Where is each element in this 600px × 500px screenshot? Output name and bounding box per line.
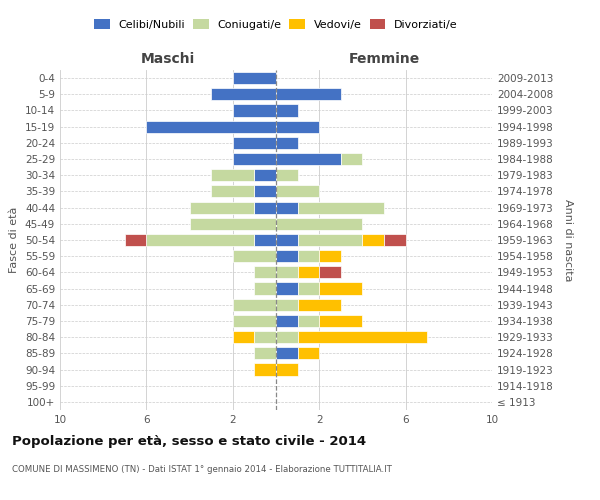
Bar (233, 104, 276, 117)
Bar (319, 315, 362, 327)
Bar (276, 104, 298, 117)
Bar (190, 218, 276, 230)
Bar (298, 266, 319, 278)
Bar (211, 169, 254, 181)
Bar (298, 315, 319, 327)
Bar (276, 186, 319, 198)
Bar (298, 348, 319, 360)
Bar (233, 298, 276, 311)
Bar (276, 298, 298, 311)
Bar (276, 88, 341, 101)
Bar (125, 234, 146, 246)
Bar (298, 202, 384, 213)
Y-axis label: Fasce di età: Fasce di età (10, 207, 19, 273)
Bar (298, 250, 319, 262)
Bar (276, 266, 298, 278)
Bar (146, 234, 254, 246)
Bar (298, 282, 319, 294)
Bar (233, 315, 276, 327)
Bar (211, 186, 254, 198)
Bar (362, 234, 384, 246)
Bar (341, 153, 362, 165)
Bar (276, 218, 362, 230)
Bar (276, 315, 298, 327)
Bar (298, 234, 362, 246)
Bar (190, 202, 254, 213)
Bar (276, 169, 298, 181)
Bar (233, 331, 254, 343)
Y-axis label: Anni di nascita: Anni di nascita (563, 198, 573, 281)
Bar (233, 137, 276, 149)
Bar (319, 266, 341, 278)
Bar (254, 331, 276, 343)
Bar (298, 298, 341, 311)
Text: Femmine: Femmine (349, 52, 419, 66)
Bar (233, 250, 276, 262)
Bar (254, 364, 276, 376)
Bar (276, 348, 298, 360)
Bar (146, 120, 276, 132)
Bar (276, 250, 298, 262)
Bar (276, 153, 341, 165)
Bar (211, 88, 276, 101)
Bar (276, 364, 298, 376)
Bar (276, 234, 298, 246)
Bar (276, 202, 298, 213)
Text: Popolazione per età, sesso e stato civile - 2014: Popolazione per età, sesso e stato civil… (12, 435, 366, 448)
Bar (254, 348, 276, 360)
Text: COMUNE DI MASSIMENO (TN) - Dati ISTAT 1° gennaio 2014 - Elaborazione TUTTITALIA.: COMUNE DI MASSIMENO (TN) - Dati ISTAT 1°… (12, 465, 392, 474)
Bar (254, 202, 276, 213)
Bar (276, 137, 298, 149)
Bar (276, 120, 319, 132)
Bar (254, 234, 276, 246)
Bar (298, 331, 427, 343)
Bar (233, 72, 276, 84)
Bar (254, 186, 276, 198)
Bar (384, 234, 406, 246)
Bar (319, 282, 362, 294)
Bar (254, 169, 276, 181)
Bar (254, 266, 276, 278)
Legend: Celibi/Nubili, Coniugati/e, Vedovi/e, Divorziati/e: Celibi/Nubili, Coniugati/e, Vedovi/e, Di… (90, 14, 462, 34)
Bar (319, 250, 341, 262)
Bar (276, 331, 298, 343)
Bar (233, 153, 276, 165)
Text: Maschi: Maschi (141, 52, 195, 66)
Bar (254, 282, 276, 294)
Bar (276, 282, 298, 294)
